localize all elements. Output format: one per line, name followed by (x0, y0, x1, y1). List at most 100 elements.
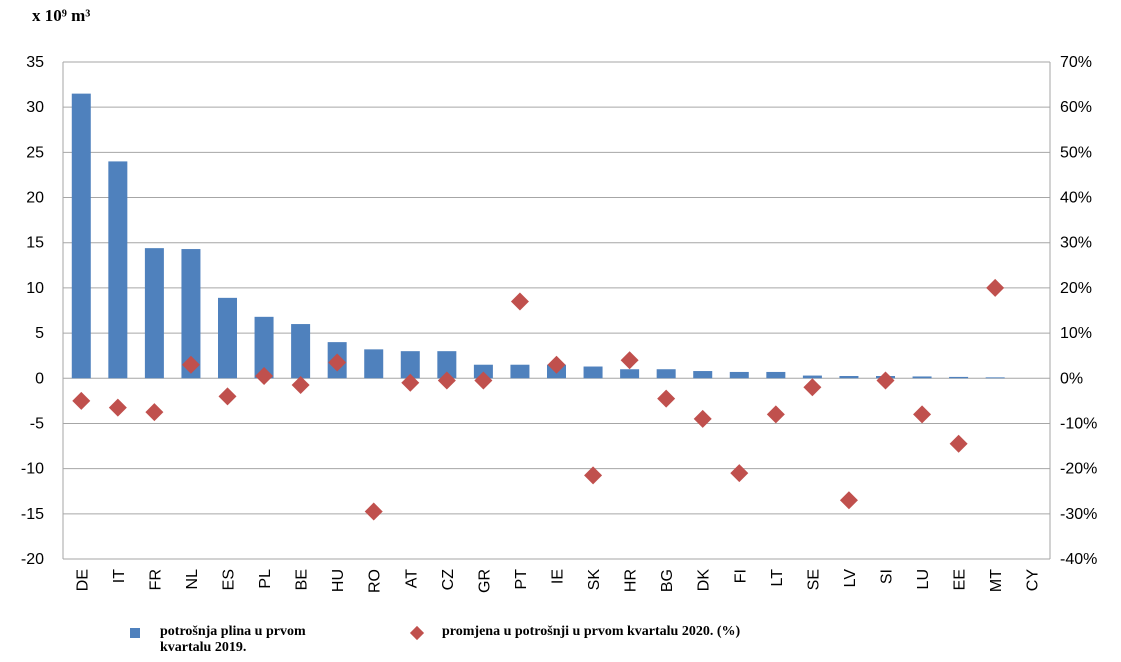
right-tick-label: 20% (1060, 280, 1092, 297)
legend-item-consumption: potrošnja plina u prvom kvartalu 2019. (130, 624, 360, 656)
left-tick-label: 0 (35, 370, 44, 387)
legend-label-consumption: potrošnja plina u prvom kvartalu 2019. (160, 624, 306, 655)
left-tick-label: 10 (26, 280, 44, 297)
bar-EE (949, 376, 969, 379)
bar-PL (254, 316, 274, 379)
bar-FR (144, 248, 164, 379)
point-ES (218, 387, 237, 406)
bar-GR (473, 364, 493, 379)
gridlines (62, 61, 1051, 560)
x-tick-label: PT (513, 569, 530, 590)
x-tick-label: AT (403, 569, 420, 588)
point-LU (913, 405, 932, 424)
point-HU (328, 353, 347, 372)
point-BG (657, 389, 676, 408)
bar-swatch (130, 628, 140, 638)
left-axis-ticks: 35 30 25 20 15 10 5 0 -5 -10 -15 -20 (21, 54, 44, 568)
bar-LT (766, 371, 786, 379)
point-AT (401, 373, 420, 392)
x-tick-label: BE (294, 569, 311, 590)
x-tick-label: PL (257, 569, 274, 589)
diamond-swatch (409, 625, 425, 641)
point-RO (364, 502, 383, 521)
right-tick-label: 0% (1060, 370, 1083, 387)
point-DE (72, 391, 91, 410)
x-tick-label: ES (221, 569, 238, 590)
x-axis-ticks: DE IT FR NL ES PL BE HU RO AT CZ GR PT IE SK HR BG DK FI LT… (74, 569, 1041, 593)
point-EE (949, 434, 968, 453)
right-tick-label: 40% (1060, 190, 1092, 207)
bar-AT (400, 351, 420, 379)
x-tick-label: RO (367, 569, 384, 593)
right-tick-label: -10% (1060, 415, 1097, 432)
left-tick-label: 15 (26, 235, 44, 252)
x-tick-label: LV (842, 569, 859, 588)
point-PT (510, 292, 529, 311)
point-CZ (437, 371, 456, 390)
left-tick-label: -20 (21, 551, 44, 568)
x-tick-label: IE (550, 569, 567, 584)
x-tick-label: FR (147, 569, 164, 590)
left-tick-label: -5 (30, 415, 44, 432)
x-tick-label: SK (586, 569, 603, 591)
point-HR (620, 351, 639, 370)
combo-chart: 35 30 25 20 15 10 5 0 -5 -10 -15 -20 70% 60% 50% 40% 30… (21, 54, 1097, 593)
left-tick-label: 30 (26, 99, 44, 116)
scatter-series (72, 278, 1005, 521)
legend: potrošnja plina u prvom kvartalu 2019. p… (0, 624, 1121, 662)
point-FI (730, 464, 749, 483)
right-axis-ticks: 70% 60% 50% 40% 30% 20% 10% 0% -10% -20% -30% -40% (1060, 54, 1097, 568)
x-tick-label: BG (659, 569, 676, 592)
bar-SK (583, 366, 603, 379)
x-tick-label: LU (915, 569, 932, 589)
left-tick-label: 5 (35, 325, 44, 342)
bar-MT (985, 377, 1005, 379)
x-tick-label: LT (769, 569, 786, 587)
x-tick-label: DE (74, 569, 91, 591)
bar-DK (693, 371, 713, 379)
point-DK (693, 409, 712, 428)
point-MT (986, 278, 1005, 297)
x-tick-label: IT (111, 569, 128, 583)
left-tick-label: -10 (21, 461, 44, 478)
right-tick-label: 60% (1060, 99, 1092, 116)
x-tick-label: EE (952, 569, 969, 590)
right-tick-label: 70% (1060, 54, 1092, 71)
point-BE (291, 376, 310, 395)
right-tick-label: 50% (1060, 144, 1092, 161)
point-PL (255, 367, 274, 386)
point-GR (474, 371, 493, 390)
bar-FI (729, 371, 749, 379)
point-FR (145, 403, 164, 422)
bar-LV (839, 376, 859, 379)
bar-BE (291, 324, 311, 379)
x-tick-label: CY (1025, 569, 1042, 592)
right-tick-label: -30% (1060, 506, 1097, 523)
bar-IT (108, 161, 128, 379)
point-NL (181, 355, 200, 374)
x-tick-label: CZ (440, 569, 457, 591)
right-tick-label: 30% (1060, 235, 1092, 252)
left-tick-label: 35 (26, 54, 44, 71)
bar-DE (71, 93, 91, 379)
left-tick-label: -15 (21, 506, 44, 523)
bar-RO (364, 349, 384, 379)
x-tick-label: HR (623, 569, 640, 592)
point-SI (876, 371, 895, 390)
point-LT (766, 405, 785, 424)
point-IT (108, 398, 127, 417)
x-tick-label: MT (988, 569, 1005, 592)
x-tick-label: HU (330, 569, 347, 592)
right-tick-label: 10% (1060, 325, 1092, 342)
point-SE (803, 378, 822, 397)
x-tick-label: SE (805, 569, 822, 590)
left-tick-label: 25 (26, 144, 44, 161)
x-tick-label: NL (184, 569, 201, 590)
bar-ES (218, 297, 237, 379)
right-tick-label: -40% (1060, 551, 1097, 568)
bar-PT (510, 364, 530, 379)
y-axis-unit-label: x 10⁹ m³ (32, 6, 91, 25)
bar-LU (912, 376, 932, 379)
legend-label-change: promjena u potrošnji u prvom kvartalu 20… (442, 624, 741, 639)
bar-SE (802, 375, 822, 379)
